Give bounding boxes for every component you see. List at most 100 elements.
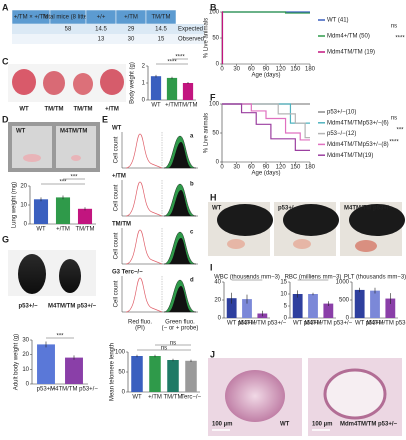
annotation: ns [170,341,176,347]
y-tick-label: 50 [118,370,125,376]
peak-label: b [190,182,194,188]
x-tick-label: +/TM [56,227,70,233]
x-tick-label: TM/TM [179,103,198,109]
bar [37,344,55,384]
bar [323,303,334,318]
x-tick-label: 150 [290,165,301,171]
x-tick-label: p53+/− [238,321,257,327]
black-histogram [168,190,192,216]
survival-line [222,103,310,141]
y-tick-label: 100 [209,10,220,16]
y-axis-label: Cell count [114,232,120,259]
table-cell: Expected [178,27,203,33]
bar [292,294,303,318]
table-header: +/TM × +/TM [14,15,49,21]
bar [55,197,71,224]
table-row [12,34,204,44]
y-axis-label: Body weight (g) [130,62,136,104]
table-cell: 30 [128,37,135,43]
legend-label: Mdm4TM/TM(19) [327,153,373,159]
red-histogram [125,181,163,217]
y-tick-label: 20 [22,352,29,358]
y-tick-label: 40 [214,280,221,286]
table-header: TM/TM [152,15,171,21]
bar [149,356,161,392]
x-tick-label: M4TM/TM p53+/− [366,321,406,327]
annotation: ns [391,116,397,122]
bar [65,357,83,384]
y-tick-label: 0 [24,222,28,228]
annotation: **** [395,36,405,42]
y-tick-label: 1 [142,81,146,87]
row-label: G3 Terc−/− [112,270,143,276]
x-tick-label: p53+/− [37,387,56,393]
x-tick-label: WT [227,321,237,327]
paw [355,240,377,252]
row-label: TM/TM [112,222,131,228]
legend-label: Mdm4TM/TMp53+/−(6) [327,120,389,126]
legend-label: p53+/−(10) [327,110,356,116]
annotation: *** [396,128,404,134]
x-tick-label: 30 [233,165,240,171]
annotation: * [312,276,315,282]
photo-label: WT [16,129,26,135]
y-tick-label: 0 [346,316,350,322]
panel-label: I [210,262,213,272]
photo-label: p53+/− [278,206,298,212]
x-tick-label: +/TM [165,103,179,109]
legend-label: WT (41) [327,18,349,24]
black-histogram [168,238,192,264]
table-cell: 13 [98,37,105,43]
x-tick-label: 180 [305,67,316,73]
y-tick-label: 0 [142,98,146,104]
lung [71,155,81,161]
x-tick-label: WT [132,395,142,401]
bar [185,360,197,392]
mouse-body [283,204,339,236]
paw [293,239,311,249]
bone-section [323,368,387,420]
embryo [43,71,65,95]
bar [385,298,396,318]
x-tick-label: M4TM/TM p53+/− [238,321,286,327]
annotation: ns [161,346,167,352]
annotation: *** [56,334,64,340]
x-tick-label: WT [151,103,161,109]
black-histogram [168,286,192,312]
annotation: **** [389,140,399,146]
bar [182,83,194,100]
y-tick-label: 10 [280,292,287,298]
table-cell: 14.5 [95,27,107,33]
y-tick-label: 30 [22,338,29,344]
photo-label: WT [212,206,222,212]
y-axis-label: Mean telomere length [110,343,116,401]
x-tick-label: 120 [276,165,287,171]
annotation: *** [70,175,78,181]
y-tick-label: 0 [284,316,288,322]
panel-label: J [210,349,215,359]
bar [150,76,162,100]
chart-title: WBC (thousands mm−3) [214,275,280,281]
photo-label: WT [280,422,290,428]
y-tick-label: 2 [142,64,146,70]
bar [370,290,380,318]
y-axis-label: Adult body weight (g) [14,334,20,390]
mouse [18,254,46,294]
x-tick-label: p53+/− [366,321,385,327]
annotation: **** [167,60,177,66]
x-tick-label: +/TM [148,395,162,401]
photo-label: 100 µm [212,422,232,428]
x-axis-label: Age (days) [251,171,280,177]
bar [131,356,143,392]
x-tick-label: 60 [248,165,255,171]
y-tick-label: 1000 [336,280,350,286]
table-row [12,24,204,34]
peak-label: c [190,230,194,236]
y-tick-label: 50 [212,36,219,42]
table-cell: 15 [158,37,165,43]
x-tick-label: 0 [220,67,224,73]
embryo [12,69,36,95]
bar [166,77,178,100]
legend-label: Mdm4TM/TM (19) [327,50,375,56]
